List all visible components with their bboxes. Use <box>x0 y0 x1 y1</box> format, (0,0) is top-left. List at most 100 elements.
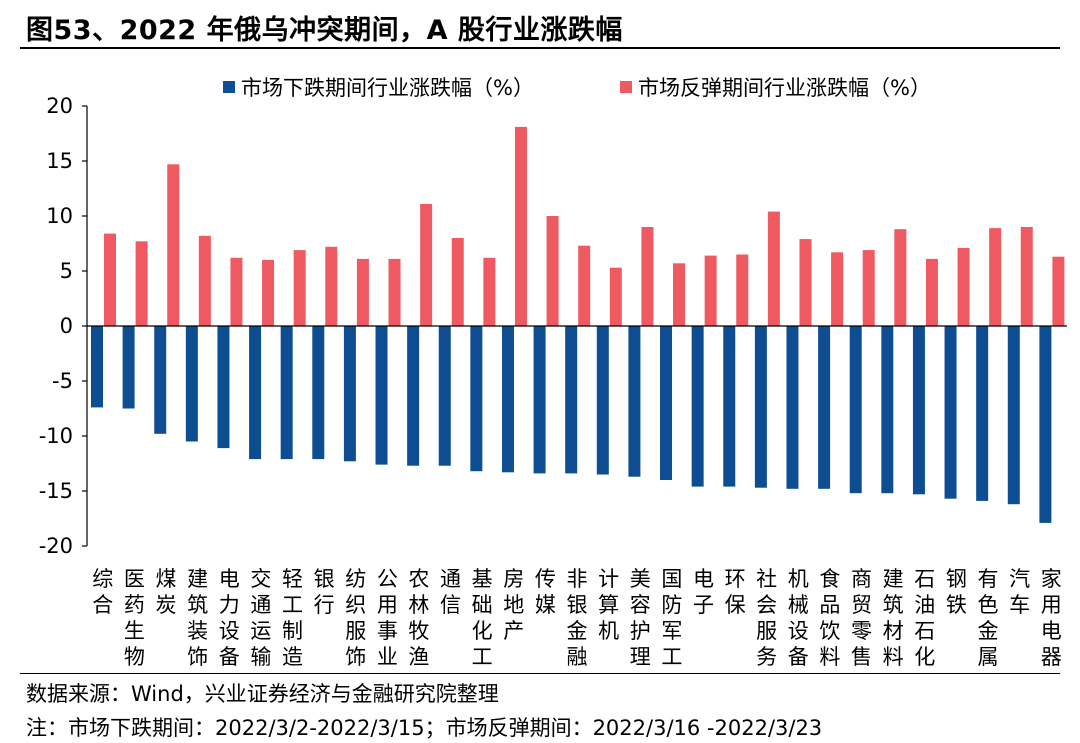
legend-swatch-rebound <box>620 81 632 93</box>
x-tick-label: 食品饮料 <box>819 567 840 669</box>
bar-rebound <box>925 258 938 326</box>
x-tick-label: 商贸零售 <box>851 567 872 669</box>
bar-rebound <box>546 216 559 326</box>
y-tick-label: 20 <box>46 94 73 118</box>
bar-rebound <box>673 263 686 326</box>
source-note: 数据来源：Wind，兴业证券经济与金融研究院整理 <box>26 682 499 706</box>
bar-down <box>691 326 704 487</box>
x-tick-label: 轻工制造 <box>282 567 303 669</box>
x-tick-label: 石油石化 <box>914 567 935 669</box>
bar-rebound <box>578 245 591 326</box>
bar-down <box>280 326 293 460</box>
legend-swatch-down <box>223 81 235 93</box>
bar-rebound <box>451 238 464 326</box>
y-tick-label: -10 <box>39 424 73 448</box>
x-tick-label: 环保 <box>725 567 746 617</box>
bar-down <box>501 326 514 473</box>
bar-rebound <box>262 260 275 326</box>
bar-rebound <box>609 267 622 326</box>
bar-rebound <box>388 258 401 326</box>
x-tick-label: 建筑材料 <box>883 567 904 669</box>
bar-down <box>185 326 198 442</box>
x-tick-label: 非银金融 <box>567 567 588 669</box>
period-note: 注：市场下跌期间：2022/3/2-2022/3/15；市场反弹期间：2022/… <box>26 716 823 740</box>
legend-item-down: 市场下跌期间行业涨跌幅（%） <box>223 72 534 102</box>
legend-item-rebound: 市场反弹期间行业涨跌幅（%） <box>620 72 931 102</box>
bar-down <box>628 326 641 477</box>
bar-down <box>438 326 451 466</box>
bar-down <box>217 326 230 449</box>
y-tick-label: 10 <box>46 204 73 228</box>
bar-down <box>786 326 799 489</box>
x-tick-label: 煤炭 <box>156 567 177 617</box>
bar-down <box>122 326 135 409</box>
legend-label-rebound: 市场反弹期间行业涨跌幅（%） <box>638 76 931 100</box>
bar-chart: 20 15 10 5 0 -5 -10 -15 -20 综合医药生物煤炭建筑装饰电力设备交通运输轻… <box>39 94 1067 669</box>
bar-down <box>154 326 167 434</box>
y-tick-label: -5 <box>52 369 73 393</box>
x-tick-label: 汽车 <box>1009 567 1030 617</box>
x-tick-label: 计算机 <box>598 567 619 643</box>
bar-down <box>976 326 989 501</box>
bar-rebound <box>641 227 654 326</box>
bar-down <box>660 326 673 480</box>
bar-rebound <box>293 250 306 326</box>
footer-rule <box>20 673 1060 674</box>
bar-down <box>849 326 862 494</box>
bar-rebound <box>325 246 338 326</box>
x-tick-label: 纺织服饰 <box>345 567 366 669</box>
bar-rebound <box>514 126 527 327</box>
bar-rebound <box>1052 256 1065 326</box>
bar-rebound <box>704 255 717 326</box>
x-tick-label: 交通运输 <box>250 567 271 669</box>
bar-down <box>1007 326 1020 505</box>
y-tick-label: 0 <box>60 314 73 338</box>
y-tick-label: -20 <box>39 534 73 558</box>
bar-down <box>912 326 925 495</box>
figure-title: 图53、2022 年俄乌冲突期间，A 股行业涨跌幅 <box>26 15 623 46</box>
bar-rebound <box>736 254 749 326</box>
x-tick-label: 农林牧渔 <box>408 567 429 669</box>
y-tick-label: 15 <box>46 149 73 173</box>
bar-rebound <box>862 250 875 326</box>
bar-rebound <box>799 239 812 326</box>
bar-rebound <box>230 257 243 326</box>
bar-rebound <box>831 252 844 326</box>
x-tick-label: 钢铁 <box>946 567 967 617</box>
x-tick-label: 银行 <box>314 567 335 617</box>
x-tick-label: 有色金属 <box>977 567 998 669</box>
bar-down <box>596 326 609 475</box>
x-tick-label: 电力设备 <box>219 567 240 669</box>
x-tick-label: 综合 <box>92 567 113 617</box>
y-tick-label: 5 <box>60 259 73 283</box>
x-tick-label: 美容护理 <box>630 567 651 669</box>
legend-label-down: 市场下跌期间行业涨跌幅（%） <box>241 76 534 100</box>
bar-down <box>470 326 483 472</box>
x-tick-label: 家用电器 <box>1041 567 1062 669</box>
y-tick-label: -15 <box>39 479 73 503</box>
bar-rebound <box>483 257 496 326</box>
x-tick-label: 房地产 <box>503 567 524 643</box>
bar-down <box>565 326 578 474</box>
x-tick-label: 电子 <box>693 567 714 617</box>
bar-rebound <box>957 247 970 326</box>
bar-down <box>375 326 388 465</box>
bar-rebound <box>989 228 1002 326</box>
bar-down <box>249 326 262 460</box>
bar-down <box>818 326 831 489</box>
x-tick-label: 社会服务 <box>756 567 777 669</box>
bar-rebound <box>135 241 148 326</box>
bar-rebound <box>1020 227 1033 326</box>
bar-down <box>533 326 546 474</box>
bar-rebound <box>167 164 180 326</box>
x-tick-label: 机械设备 <box>788 567 809 669</box>
x-tick-label: 公用事业 <box>377 567 398 669</box>
bar-down <box>343 326 356 462</box>
bar-down <box>881 326 894 494</box>
x-tick-label: 建筑装饰 <box>187 567 208 669</box>
bar-down <box>1039 326 1052 523</box>
bar-down <box>754 326 767 488</box>
x-tick-label: 国防军工 <box>661 567 682 669</box>
x-tick-label: 医药生物 <box>124 567 145 669</box>
bar-rebound <box>104 233 116 326</box>
